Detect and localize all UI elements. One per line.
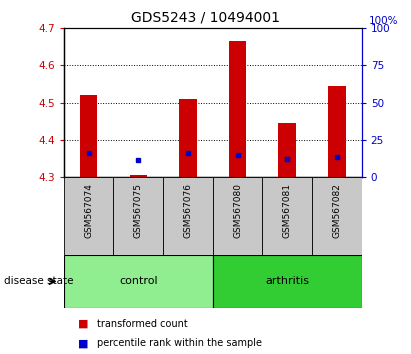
Text: arthritis: arthritis bbox=[265, 276, 309, 286]
Bar bbox=[279, 123, 296, 177]
Text: control: control bbox=[119, 276, 157, 286]
Text: ■: ■ bbox=[78, 338, 89, 348]
Text: GSM567081: GSM567081 bbox=[283, 183, 292, 238]
Text: GSM567082: GSM567082 bbox=[332, 183, 342, 238]
Bar bbox=[129, 175, 147, 177]
Text: percentile rank within the sample: percentile rank within the sample bbox=[97, 338, 261, 348]
Bar bbox=[229, 41, 246, 177]
Text: GSM567075: GSM567075 bbox=[134, 183, 143, 238]
Text: GDS5243 / 10494001: GDS5243 / 10494001 bbox=[131, 11, 280, 25]
Bar bbox=[312, 177, 362, 255]
Text: disease state: disease state bbox=[4, 276, 74, 286]
Bar bbox=[80, 95, 97, 177]
Text: GSM567080: GSM567080 bbox=[233, 183, 242, 238]
Bar bbox=[213, 177, 262, 255]
Bar bbox=[64, 177, 113, 255]
Bar bbox=[179, 99, 196, 177]
Text: transformed count: transformed count bbox=[97, 319, 187, 329]
Bar bbox=[64, 255, 213, 308]
Bar bbox=[328, 86, 346, 177]
Text: 100%: 100% bbox=[369, 16, 398, 25]
Bar bbox=[113, 177, 163, 255]
Bar bbox=[262, 177, 312, 255]
Bar bbox=[163, 177, 213, 255]
Text: GSM567076: GSM567076 bbox=[183, 183, 192, 238]
Text: ■: ■ bbox=[78, 319, 89, 329]
Bar bbox=[213, 255, 362, 308]
Text: GSM567074: GSM567074 bbox=[84, 183, 93, 238]
